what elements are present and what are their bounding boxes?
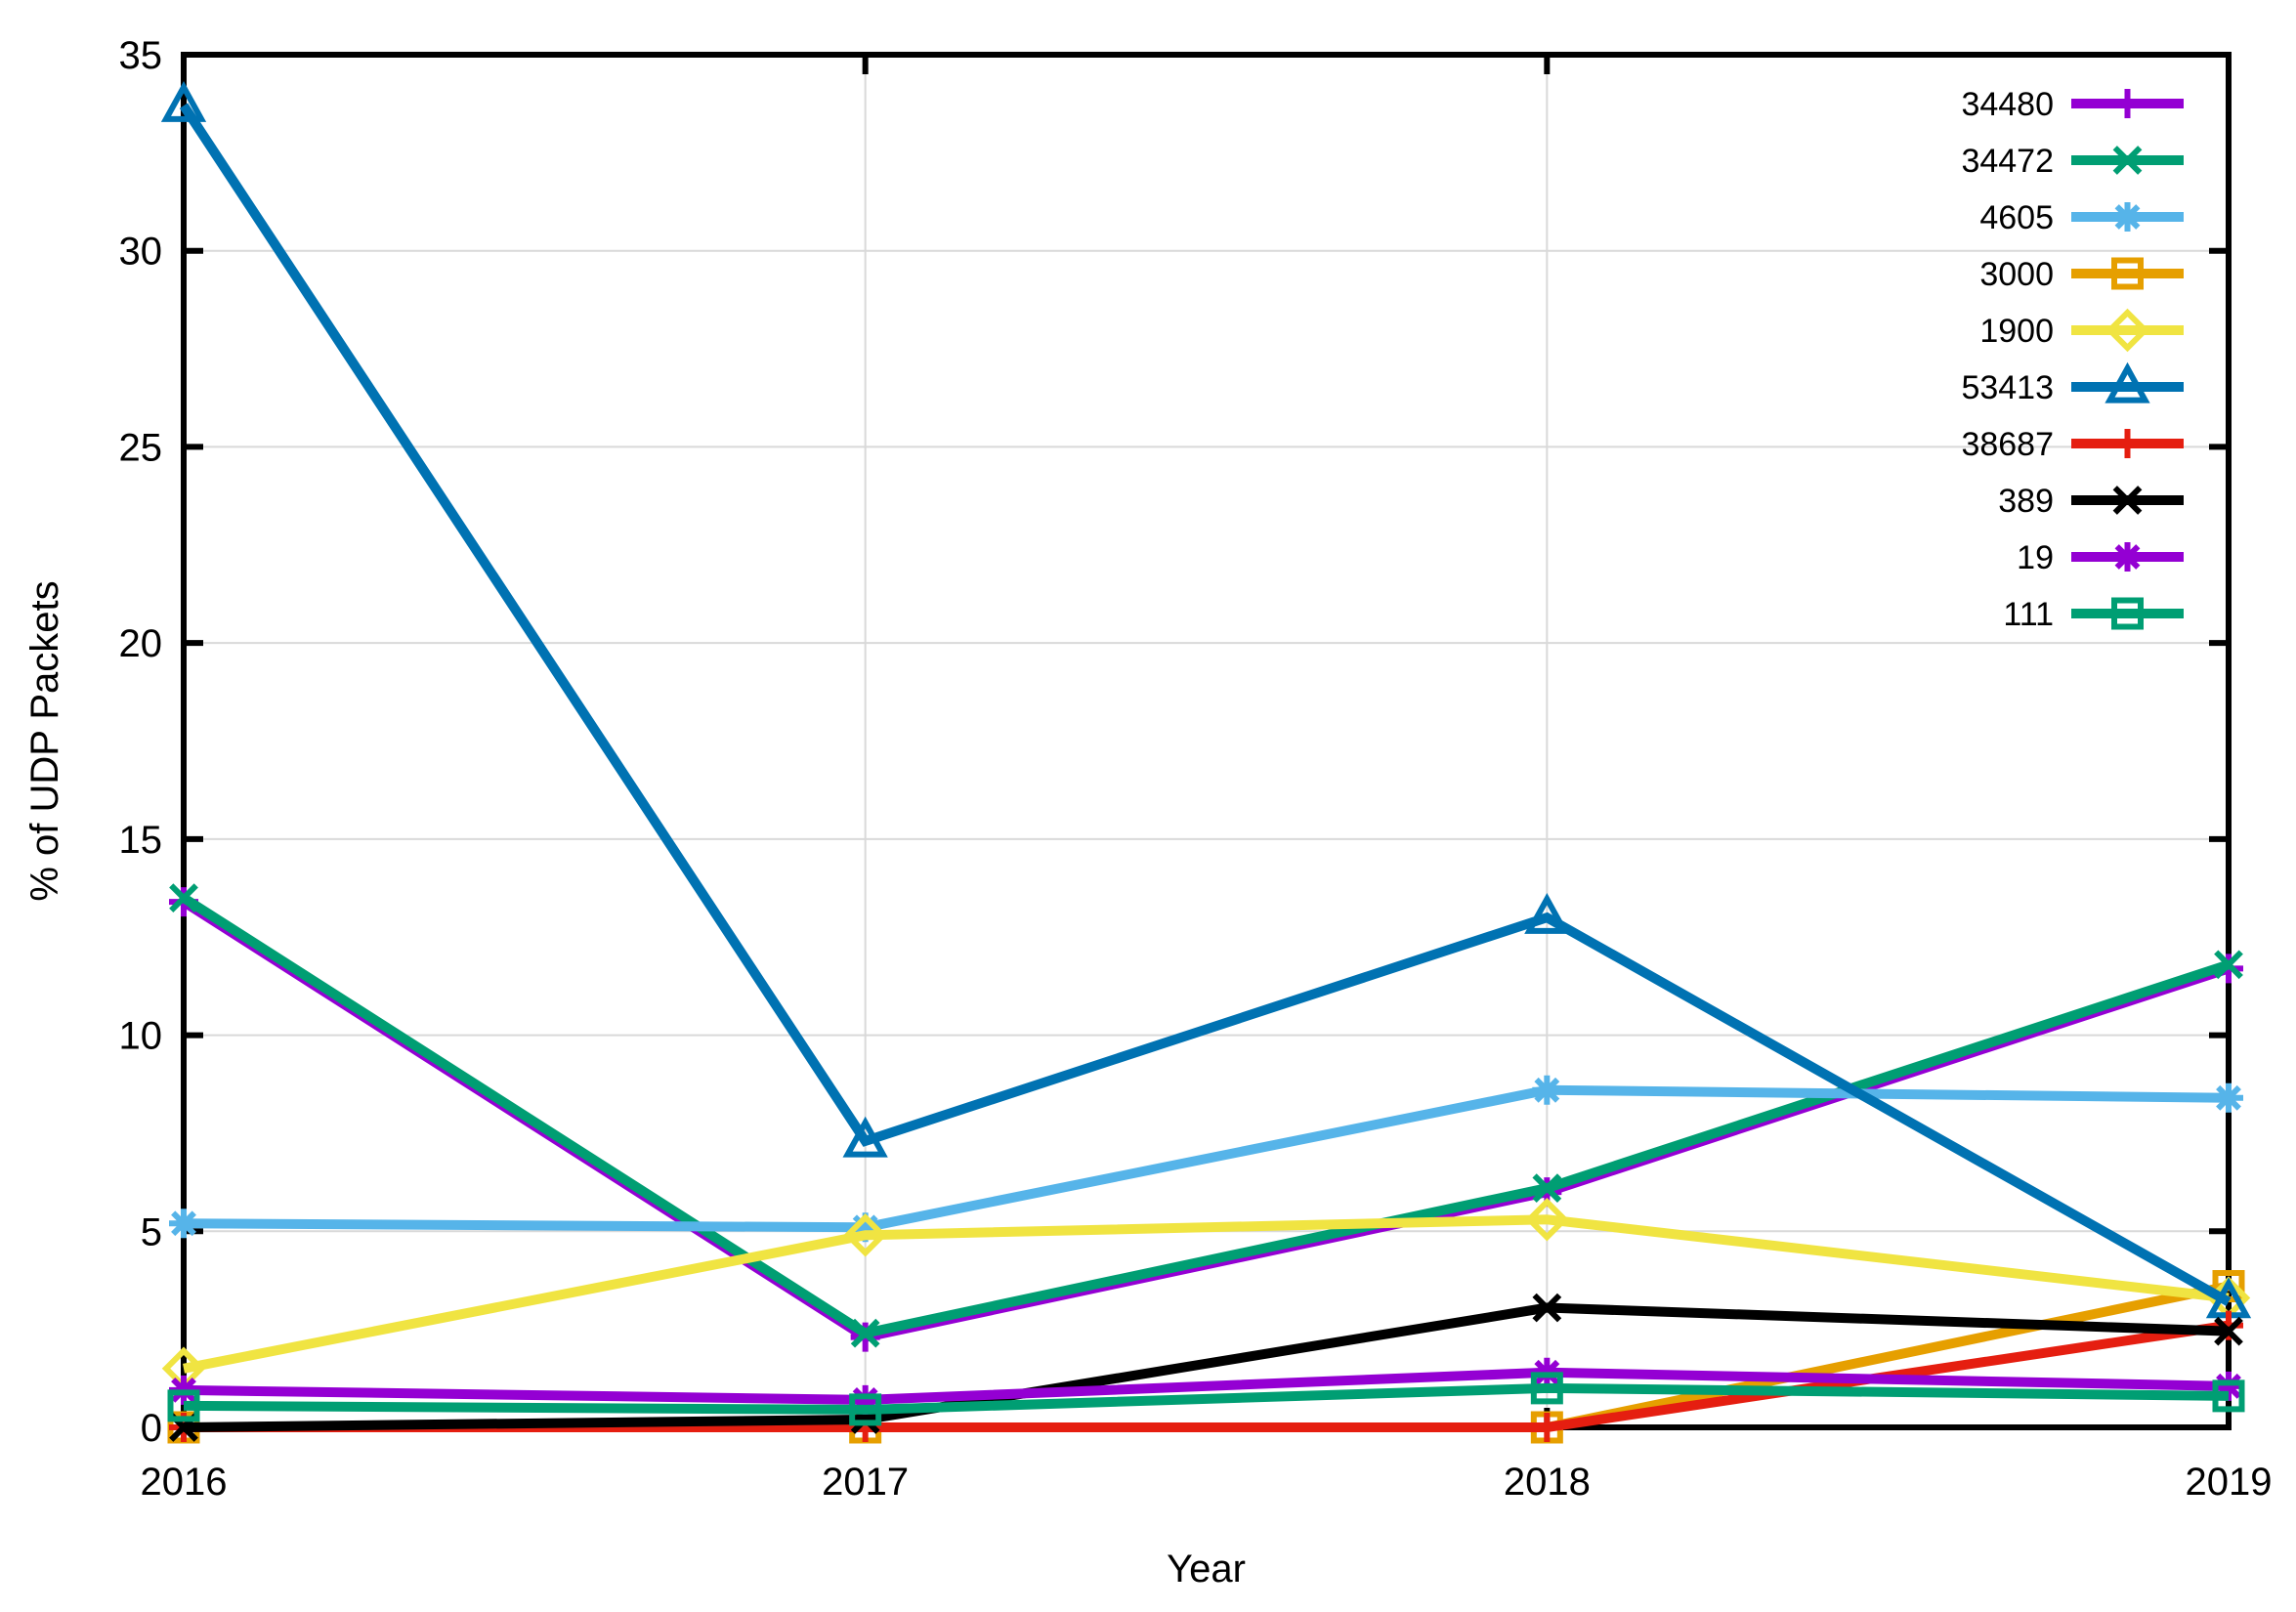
square-marker [167, 1411, 200, 1444]
x-tick-label: 2018 [1504, 1461, 1591, 1504]
legend-label: 3000 [1979, 256, 2054, 293]
series-line-34480 [181, 897, 2231, 1342]
cross-marker [169, 883, 198, 912]
asterisk-marker [169, 1209, 198, 1239]
series-layer [160, 80, 2252, 1444]
y-tick-label: 30 [119, 231, 163, 274]
asterisk-marker [2112, 542, 2143, 572]
legend-label: 389 [1998, 483, 2054, 520]
cross-marker [1532, 1173, 1562, 1204]
asterisk-marker [850, 1212, 880, 1243]
legend-label: 1900 [1979, 313, 2054, 350]
square-marker [1530, 1372, 1563, 1405]
series-line-389 [183, 1302, 2230, 1432]
series-line-4605 [183, 1084, 2230, 1233]
cross-marker [2112, 486, 2143, 515]
y-tick-label: 20 [119, 622, 163, 665]
cross-marker [2112, 146, 2143, 175]
asterisk-marker [850, 1384, 880, 1415]
label-layer: Year % of UDP Packets 0 5 10 15 20 25 30 35 2016… [23, 34, 2272, 1591]
legend-label: 4605 [1979, 199, 2054, 236]
asterisk-marker [2214, 1371, 2243, 1401]
cross-marker [1532, 1293, 1562, 1323]
series-34472 [169, 883, 2243, 1348]
legend-entry-34480: 34480 [1961, 86, 2184, 123]
triangle-marker [2105, 361, 2150, 403]
legend-entry-19: 19 [2017, 539, 2184, 576]
series-line-19 [183, 1367, 2230, 1405]
legend-entry-38687: 38687 [1961, 426, 2184, 463]
y-axis-title: % of UDP Packets [23, 580, 66, 901]
series-1900 [161, 1197, 2251, 1391]
legend: 34480 34472 4605 3000 1900 53413 38687 389 19 111 [1961, 86, 2184, 633]
triangle-marker [160, 80, 207, 122]
y-tick-label: 35 [119, 34, 163, 77]
y-tick-label: 15 [119, 819, 163, 862]
square-marker [849, 1393, 882, 1426]
series-line-1900 [183, 1214, 2230, 1374]
plus-marker [1532, 1413, 1562, 1442]
legend-entry-1900: 1900 [1979, 308, 2184, 353]
asterisk-marker [2112, 202, 2143, 232]
legend-label: 34472 [1961, 143, 2054, 180]
asterisk-marker [2214, 1082, 2243, 1113]
diamond-marker [843, 1213, 887, 1257]
x-axis-title: Year [1167, 1548, 1246, 1591]
legend-label: 111 [2003, 596, 2054, 633]
x-tick-label: 2019 [2186, 1461, 2273, 1504]
plus-marker [2112, 429, 2143, 458]
square-marker [2111, 597, 2144, 630]
legend-entry-3000: 3000 [1979, 256, 2184, 293]
asterisk-marker [1532, 1075, 1562, 1105]
x-tick-label: 2017 [822, 1461, 909, 1504]
legend-entry-111: 111 [2003, 596, 2184, 633]
legend-label: 38687 [1961, 426, 2054, 463]
square-marker [2111, 257, 2144, 290]
square-marker [2212, 1379, 2245, 1413]
y-tick-label: 0 [141, 1407, 162, 1450]
series-line-53413 [179, 103, 2232, 1306]
cross-marker [850, 1318, 880, 1348]
series-111 [167, 1372, 2245, 1426]
diamond-marker [2105, 308, 2149, 353]
cross-marker [2214, 950, 2243, 980]
series-4605 [169, 1075, 2243, 1243]
y-tick-label: 25 [119, 426, 163, 469]
series-line-34472 [181, 893, 2231, 1338]
legend-label: 19 [2017, 539, 2054, 576]
square-marker [167, 1389, 200, 1422]
legend-label: 53413 [1961, 369, 2054, 406]
plus-marker [2112, 89, 2143, 118]
cross-marker [2214, 1316, 2243, 1346]
y-tick-label: 10 [119, 1015, 163, 1058]
legend-entry-53413: 53413 [1961, 361, 2184, 406]
legend-label: 34480 [1961, 86, 2054, 123]
y-tick-label: 5 [141, 1210, 162, 1253]
diamond-marker [1525, 1197, 1569, 1242]
triangle-marker [1524, 892, 1570, 934]
series-3000 [167, 1269, 2245, 1444]
series-53413 [160, 80, 2252, 1319]
legend-entry-34472: 34472 [1961, 143, 2184, 180]
x-tick-label: 2016 [141, 1461, 228, 1504]
series-line-111 [183, 1382, 2230, 1415]
series-34480 [169, 887, 2243, 1352]
legend-entry-389: 389 [1998, 483, 2184, 520]
triangle-marker [842, 1116, 888, 1158]
legend-entry-4605: 4605 [1979, 199, 2184, 236]
